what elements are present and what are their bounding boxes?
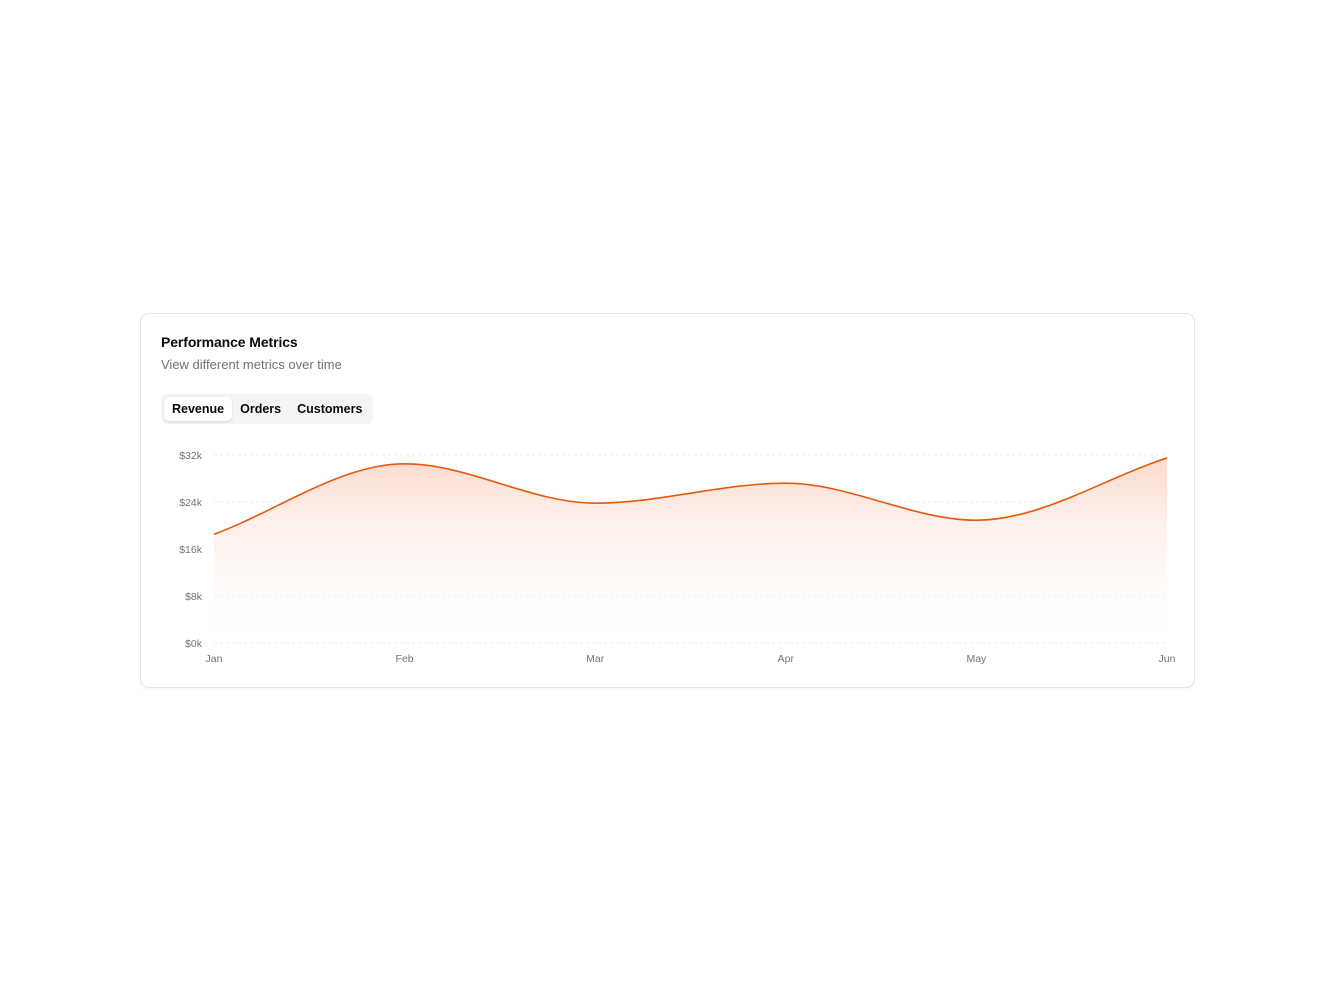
x-tick-label: May: [966, 653, 987, 665]
tab-orders[interactable]: Orders: [232, 397, 289, 421]
y-tick-label: $16k: [179, 544, 203, 556]
card-subtitle: View different metrics over time: [161, 357, 342, 372]
x-tick-label: Feb: [396, 653, 414, 665]
y-axis: $0k $8k $16k $24k $32k: [179, 450, 203, 650]
y-tick-label: $24k: [179, 497, 203, 509]
x-tick-label: Mar: [586, 653, 605, 665]
y-tick-label: $0k: [185, 638, 203, 650]
area-fill: [214, 457, 1167, 643]
y-tick-label: $8k: [185, 591, 203, 603]
card-title: Performance Metrics: [161, 334, 298, 350]
tab-revenue[interactable]: Revenue: [164, 397, 233, 421]
x-tick-label: Apr: [778, 653, 795, 665]
x-tick-label: Jan: [206, 653, 223, 665]
y-tick-label: $32k: [179, 450, 203, 462]
x-tick-label: Jun: [1159, 653, 1176, 665]
x-axis: Jan Feb Mar Apr May Jun: [206, 653, 1176, 665]
series-line: [213, 457, 1168, 536]
tab-customers[interactable]: Customers: [289, 397, 370, 421]
chart-area: [213, 457, 1168, 643]
performance-metrics-card: Performance Metrics View different metri…: [140, 313, 1195, 688]
metric-tabs: Revenue Orders Customers: [161, 394, 374, 424]
revenue-area-chart: $0k $8k $16k $24k $32k Jan Feb Mar Apr May Jun: [179, 450, 1176, 665]
